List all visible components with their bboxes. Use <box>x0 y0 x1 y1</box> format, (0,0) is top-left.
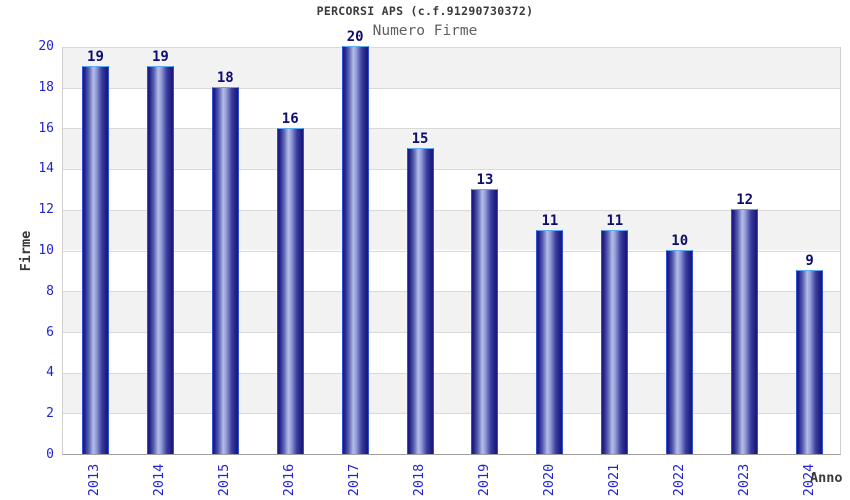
y-axis-ticks: 0 2 4 6 8 10 12 14 16 18 20 <box>0 39 54 462</box>
grid-band <box>63 87 840 129</box>
bar-value-label: 9 <box>805 253 814 270</box>
y-tick-label: 4 <box>46 365 54 381</box>
bar-value-label: 20 <box>346 29 364 45</box>
bar-2024 <box>796 270 824 454</box>
bar-value-label: 16 <box>281 110 299 127</box>
y-tick-label: 0 <box>46 447 54 462</box>
grid-band <box>63 250 840 292</box>
bar-2014 <box>146 66 174 454</box>
x-tick-label: 2013 <box>86 463 103 497</box>
y-axis-title: Firme <box>18 230 34 272</box>
bar-2016 <box>276 127 304 454</box>
grid-band <box>63 47 840 88</box>
bar-value-label: 18 <box>216 69 234 86</box>
plot-area: 19 19 18 16 20 15 13 11 11 10 12 9 <box>62 30 841 455</box>
bar-value-label: 19 <box>151 49 169 66</box>
grid-band <box>63 128 840 170</box>
bar-value-label: 13 <box>476 171 494 188</box>
x-axis-ticks: 2013 2014 2015 2016 2017 2018 2019 2020 2021 2022… <box>62 455 841 500</box>
bar-2017 <box>341 46 369 454</box>
x-tick-label: 2016 <box>281 463 298 497</box>
grid-band <box>63 209 840 251</box>
bar-2015 <box>211 86 239 454</box>
bar-2023 <box>731 209 759 454</box>
y-tick-label: 10 <box>38 243 54 258</box>
y-tick-label: 12 <box>38 202 54 218</box>
bar-2022 <box>666 250 694 454</box>
x-tick-label: 2019 <box>475 463 492 497</box>
grid-band <box>63 413 840 454</box>
grid-band <box>63 169 840 210</box>
x-tick-label: 2015 <box>216 463 233 497</box>
x-tick-label: 2014 <box>151 463 168 497</box>
bar-2021 <box>601 229 629 454</box>
x-axis-title: Anno <box>810 470 843 486</box>
x-tick-label: 2023 <box>735 463 752 497</box>
bar-value-label: 12 <box>736 192 754 209</box>
bar-value-label: 19 <box>87 49 104 66</box>
y-tick-label: 18 <box>38 79 54 95</box>
x-tick-label: 2022 <box>670 463 687 497</box>
x-tick-label: 2018 <box>411 463 428 497</box>
y-tick-label: 2 <box>46 406 54 422</box>
chart-subtitle: Numero Firme <box>372 23 478 39</box>
y-tick-label: 14 <box>38 161 54 177</box>
bar-value-label: 10 <box>671 233 689 249</box>
bar-value-label: 15 <box>411 131 429 147</box>
bar-2013 <box>81 66 109 454</box>
x-tick-label: 2020 <box>540 463 557 497</box>
bar-2018 <box>406 148 434 454</box>
y-tick-label: 6 <box>46 324 54 340</box>
grid-band <box>63 291 840 332</box>
bar-value-label: 11 <box>606 212 624 229</box>
chart-title: PERCORSI APS (c.f.91290730372) <box>316 4 534 18</box>
grid-band <box>63 372 840 414</box>
x-tick-label: 2021 <box>605 463 622 497</box>
grid-band <box>63 331 840 373</box>
y-tick-label: 20 <box>38 39 54 54</box>
bar-value-label: 11 <box>541 212 559 229</box>
bar-2020 <box>536 229 564 454</box>
y-tick-label: 16 <box>38 120 54 136</box>
bar-2019 <box>471 188 499 454</box>
x-tick-label: 2017 <box>346 463 363 497</box>
y-tick-label: 8 <box>46 283 54 299</box>
